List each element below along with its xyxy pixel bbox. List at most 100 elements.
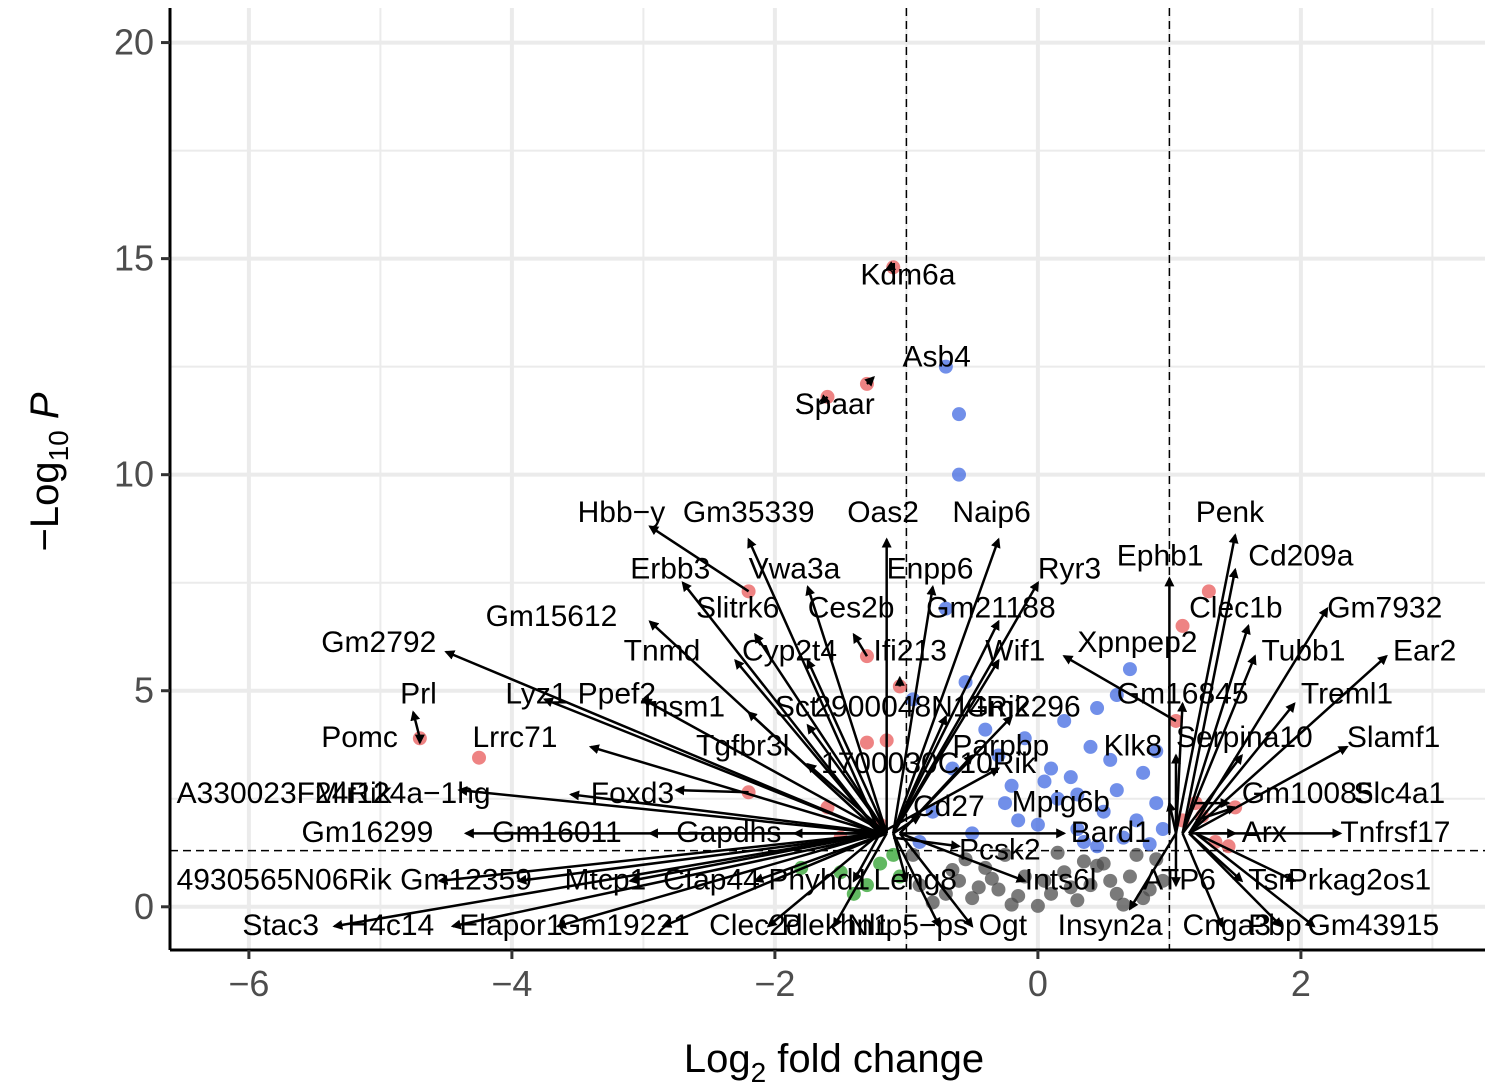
x-tick-label: −6 — [228, 963, 269, 1004]
gene-label: Gm7932 — [1327, 591, 1442, 624]
point-ns — [1037, 873, 1052, 888]
label-arrow — [1188, 832, 1283, 928]
point-p — [1103, 752, 1118, 767]
point-ns — [1116, 897, 1131, 912]
point-p — [1149, 796, 1164, 811]
point-p — [1063, 770, 1078, 785]
gene-label: Clec1b — [1189, 591, 1282, 624]
label-arrow — [879, 767, 1001, 835]
label-arrow — [1128, 832, 1178, 911]
gene-label: Ogt — [979, 909, 1028, 942]
label-arrow — [641, 698, 888, 835]
point-ns — [984, 871, 999, 886]
label-arrow — [747, 537, 882, 834]
gene-label: Elapor1 — [459, 909, 562, 942]
point-p — [1076, 834, 1091, 849]
point-ns — [1090, 858, 1105, 873]
gene-label: Tgfbr3l — [696, 730, 789, 763]
label-arrow — [1181, 654, 1257, 834]
gene-label: Gm10085 — [1242, 777, 1374, 810]
point-ns — [1155, 873, 1170, 888]
point-ns — [1044, 886, 1059, 901]
gene-label: Gm15612 — [486, 600, 618, 633]
point-log2fc — [859, 878, 874, 893]
gene-label: Slamf1 — [1347, 721, 1440, 754]
gene-label: Clec2d — [709, 909, 802, 942]
gene-label: H4c14 — [348, 909, 435, 942]
gene-label: Cyp2t4 — [742, 634, 837, 667]
point-ns — [945, 863, 960, 878]
point-p — [1142, 837, 1157, 852]
label-arrow — [588, 744, 881, 835]
gene-label: Insyn2a — [1058, 909, 1163, 942]
point-log2fc — [886, 847, 901, 862]
gene-label: Mpig6b — [1012, 786, 1110, 819]
gene-label: Cd27 — [913, 790, 985, 823]
point-p — [1017, 731, 1032, 746]
gene-label: 2900048N14Rik — [814, 691, 1030, 724]
gene-label: Gm43915 — [1307, 909, 1439, 942]
gene-label: Bard1 — [1071, 816, 1151, 849]
gene-label: Treml1 — [1301, 678, 1393, 711]
gene-label: Prkag2os1 — [1288, 864, 1431, 897]
gene-label: Ppef2 — [578, 678, 656, 711]
gene-label: Ifi213 — [874, 634, 947, 667]
label-arrow — [1194, 832, 1316, 928]
gene-label: Pbp — [1248, 909, 1301, 942]
label-arrow — [819, 394, 831, 405]
gene-label: Mtcp1 — [565, 864, 647, 897]
gene-label: Erbb3 — [630, 552, 710, 585]
point-p — [1109, 688, 1124, 703]
point-p — [1090, 701, 1105, 716]
label-arrow — [437, 832, 881, 885]
point-p — [1090, 839, 1105, 854]
label-arrow — [1188, 745, 1349, 835]
point-ns — [1103, 873, 1118, 888]
label-arrow — [1062, 655, 1177, 723]
gene-label: Gm21188 — [926, 591, 1056, 624]
gene-label: Slitrk6 — [696, 591, 779, 624]
point-p — [952, 407, 966, 422]
gene-label: Gm2792 — [321, 626, 436, 659]
gene-label: Cfap44 — [663, 864, 760, 897]
label-arrow — [1181, 567, 1239, 834]
label-arrow — [806, 723, 888, 835]
point-ns — [1142, 882, 1157, 897]
gene-label: Ear2 — [1393, 634, 1456, 667]
gene-label: Pcsk2 — [959, 833, 1041, 866]
label-arrow — [852, 632, 869, 657]
gene-label: A330023F24Rik — [177, 777, 393, 810]
gene-label: Hbb−y — [578, 496, 666, 529]
point-ns — [998, 847, 1013, 862]
gene-label: Nlrp5−ps — [847, 909, 968, 942]
gene-label: Gm16011 — [492, 816, 622, 849]
gene-label: Cnga3 — [1183, 909, 1271, 942]
point-both — [1175, 618, 1190, 633]
label-arrow — [1188, 702, 1296, 835]
gene-label: Ephb1 — [1117, 539, 1204, 572]
gene-label: Slc4a1 — [1354, 777, 1446, 810]
gene-label: Naip6 — [952, 496, 1030, 529]
label-arrow — [852, 832, 882, 883]
label-arrow — [569, 790, 887, 835]
gene-label: Gm2296 — [966, 691, 1081, 724]
label-arrow — [457, 785, 881, 835]
gene-label: Enpp6 — [887, 552, 974, 585]
point-p — [1155, 822, 1170, 837]
gene-label: Gm16845 — [1117, 678, 1249, 711]
label-arrow — [892, 585, 937, 834]
label-arrow — [766, 832, 881, 928]
point-ns — [1109, 886, 1124, 901]
point-p — [1129, 813, 1144, 828]
point-p — [991, 748, 1006, 763]
point-p — [1037, 774, 1052, 789]
gene-label: Phyhd1 — [768, 864, 870, 897]
point-p — [1122, 662, 1137, 677]
point-p — [1083, 739, 1098, 754]
point-ns — [1011, 888, 1026, 903]
point-p — [1044, 761, 1059, 776]
gene-label: Tnfrsf17 — [1340, 816, 1450, 849]
gene-label: Stac3 — [242, 909, 319, 942]
gene-label: Mir124a−1hg — [315, 777, 491, 810]
